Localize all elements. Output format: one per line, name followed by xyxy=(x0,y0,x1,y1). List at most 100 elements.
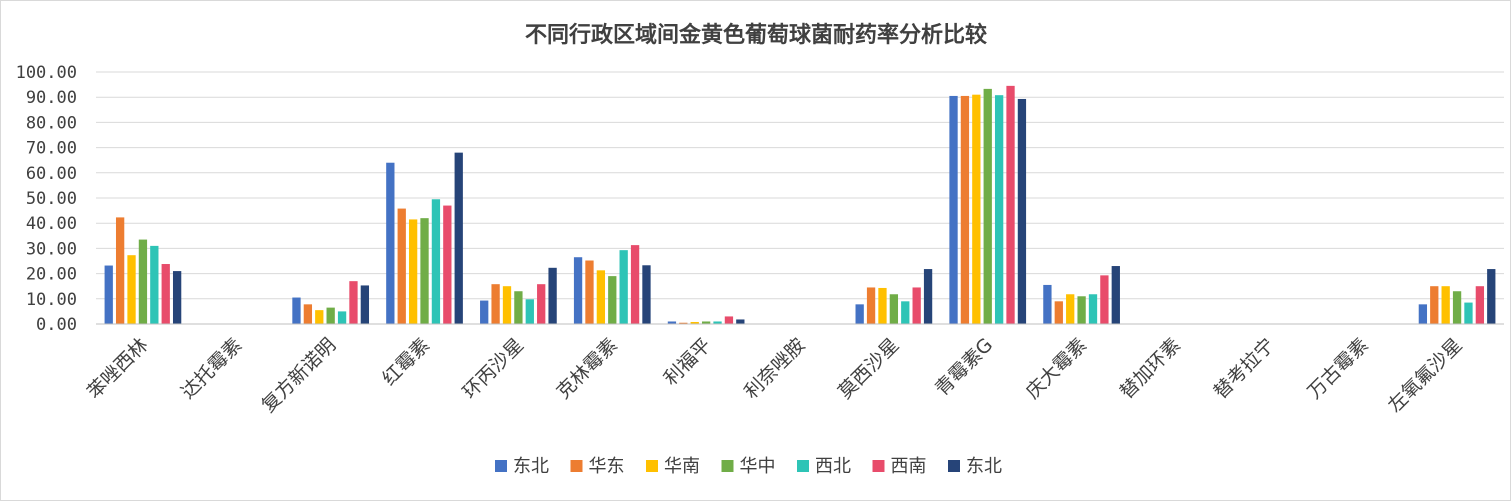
bar xyxy=(537,284,546,324)
bar xyxy=(1077,296,1086,324)
bar xyxy=(960,95,970,324)
bar xyxy=(573,257,583,324)
x-tick-label: 万古霉素 xyxy=(1303,334,1372,403)
legend-swatch xyxy=(721,460,734,472)
bar xyxy=(480,300,489,324)
y-tick-label: 70.00 xyxy=(26,139,77,159)
bar xyxy=(326,307,335,324)
x-tick-label: 替加环素 xyxy=(1116,334,1185,403)
bar xyxy=(679,322,688,324)
y-tick-label: 10.00 xyxy=(26,290,77,310)
x-tick-label: 左氧氟沙星 xyxy=(1384,334,1467,417)
bar xyxy=(630,245,640,324)
bar xyxy=(912,287,921,324)
bar xyxy=(525,299,534,324)
y-tick-label: 100.00 xyxy=(16,63,77,83)
bar xyxy=(889,294,899,324)
x-tick-label: 环丙沙星 xyxy=(459,334,528,403)
bar xyxy=(596,270,606,324)
bar xyxy=(619,250,628,324)
bar xyxy=(994,95,1004,325)
bar xyxy=(454,152,463,324)
legend-label: 西北 xyxy=(815,456,851,477)
bar xyxy=(514,291,523,324)
bar xyxy=(690,321,699,324)
x-tick-label: 达托霉素 xyxy=(177,334,246,403)
bar xyxy=(1054,301,1063,324)
bar xyxy=(901,301,910,324)
bar xyxy=(303,304,313,324)
bar xyxy=(949,95,958,324)
bar xyxy=(172,271,182,324)
bar xyxy=(443,205,452,324)
y-tick-label: 0.00 xyxy=(36,315,77,335)
x-tick-label: 红霉素 xyxy=(378,334,434,390)
y-axis-tick-labels: 0.00 10.00 20.00 30.00 40.00 50.00 60.00 70.00 8… xyxy=(16,63,77,335)
bar xyxy=(972,94,981,325)
bar xyxy=(1066,294,1075,324)
legend-label: 东北 xyxy=(513,456,549,477)
bar xyxy=(1418,304,1428,324)
legend-swatch xyxy=(948,460,960,472)
bar xyxy=(667,321,677,324)
y-tick-label: 90.00 xyxy=(26,88,77,108)
y-tick-label: 40.00 xyxy=(26,214,77,234)
bar xyxy=(713,321,722,324)
bar xyxy=(1487,269,1496,324)
y-tick-label: 60.00 xyxy=(26,164,77,184)
bar xyxy=(585,260,594,324)
legend: 东北 华东 华南 华中 西北 西南 东北 xyxy=(495,456,1002,477)
x-tick-label: 替考拉宁 xyxy=(1210,334,1279,403)
legend-swatch xyxy=(797,460,809,472)
bar xyxy=(349,281,358,324)
legend-label: 华中 xyxy=(740,456,776,477)
bar xyxy=(1100,275,1109,324)
bar xyxy=(1464,302,1473,324)
chart-title: 不同行政区域间金黄色葡萄球菌耐药率分析比较 xyxy=(525,22,987,48)
bars xyxy=(104,85,1496,325)
bar xyxy=(1475,286,1485,324)
x-tick-label: 莫西沙星 xyxy=(834,334,903,403)
bar xyxy=(1088,294,1098,324)
y-tick-label: 30.00 xyxy=(26,239,77,259)
y-tick-label: 20.00 xyxy=(26,265,77,285)
bar xyxy=(701,321,711,324)
legend-label: 华东 xyxy=(589,456,625,477)
x-tick-label: 庆大霉素 xyxy=(1022,334,1091,403)
bar xyxy=(855,304,864,324)
bar xyxy=(548,267,557,324)
bar xyxy=(1006,85,1015,324)
y-tick-label: 80.00 xyxy=(26,113,77,133)
bar xyxy=(736,319,745,324)
bar xyxy=(337,311,347,324)
bar xyxy=(878,287,887,324)
y-tick-label: 50.00 xyxy=(26,189,77,209)
bar xyxy=(1452,291,1462,324)
bar xyxy=(408,219,418,324)
bar xyxy=(1017,98,1027,325)
bar xyxy=(115,217,125,324)
legend-label: 西南 xyxy=(891,456,927,477)
bar xyxy=(315,310,324,324)
bar xyxy=(397,208,406,324)
x-tick-label: 克林霉素 xyxy=(552,334,621,403)
bar xyxy=(608,276,617,324)
bar xyxy=(127,255,136,324)
legend-swatch xyxy=(646,460,658,472)
bar xyxy=(150,245,159,324)
bar xyxy=(386,162,395,324)
gridlines xyxy=(96,71,1504,300)
bar xyxy=(138,239,148,324)
bar xyxy=(431,199,441,324)
bar xyxy=(866,287,876,324)
bar xyxy=(983,88,992,324)
bar xyxy=(161,264,170,324)
bar xyxy=(1111,266,1120,324)
bar xyxy=(1430,286,1439,324)
bar xyxy=(642,265,651,324)
bar xyxy=(420,218,429,324)
bar xyxy=(1441,286,1450,324)
legend-swatch xyxy=(570,460,583,472)
